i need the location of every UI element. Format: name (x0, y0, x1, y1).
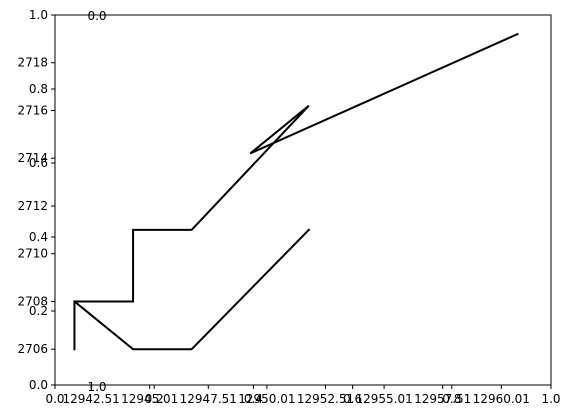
stray-label-bottom: 1.0 (87, 380, 106, 394)
x-tick-label: 12950.01 (238, 392, 295, 406)
y-tick-label: 2712 (17, 199, 48, 213)
axes-layer (51, 14, 552, 389)
x-tick-label: 12942.51 (62, 392, 119, 406)
plot-background (55, 15, 551, 385)
y-overlay-tick-label: 0.4 (29, 230, 48, 244)
series-line-1 (73, 32, 519, 351)
axes-frame (54, 14, 552, 386)
y-overlay-tick-label: 0.6 (29, 156, 48, 170)
plot-area (55, 15, 551, 385)
stray-label-top: 0.0 (87, 9, 106, 23)
x-tick-label: 12945.01 (121, 392, 178, 406)
labels-layer: 0.0 0.2 0.4 0.6 0.8 1.0 2706 2708 2710 2712 2714 27… (17, 8, 560, 406)
x-tick-label: 12952.51 (297, 392, 354, 406)
y-overlay-tick-label: 1.0 (29, 8, 48, 22)
y-tick-label: 2718 (17, 56, 48, 70)
x-overlay-tick-label: 0.8 (442, 392, 461, 406)
y-tick-label: 2710 (17, 247, 48, 261)
y-tick-label: 2706 (17, 342, 48, 356)
x-tick-label: 12955.01 (355, 392, 412, 406)
x-overlay-tick-label: 1.0 (541, 392, 560, 406)
x-tick-label: 12947.51 (180, 392, 237, 406)
y-tick-label: 2716 (17, 103, 48, 117)
x-overlay-tick-label: 0.0 (45, 392, 64, 406)
y-overlay-tick-label: 0.2 (29, 304, 48, 318)
x-overlay-tick-label: 0.4 (244, 392, 263, 406)
y-tick-label: 2714 (17, 151, 48, 165)
y-tick-label: 2708 (17, 294, 48, 308)
y-overlay-tick-label: 0.0 (29, 378, 48, 392)
y-overlay-tick-label: 0.8 (29, 82, 48, 96)
x-overlay-tick-label: 0.2 (145, 392, 164, 406)
x-overlay-tick-label: 0.6 (343, 392, 362, 406)
series-layer (73, 32, 519, 351)
x-tick-label: 12957.51 (414, 392, 471, 406)
series-line-2 (73, 228, 311, 351)
x-tick-label: 12960.01 (473, 392, 530, 406)
